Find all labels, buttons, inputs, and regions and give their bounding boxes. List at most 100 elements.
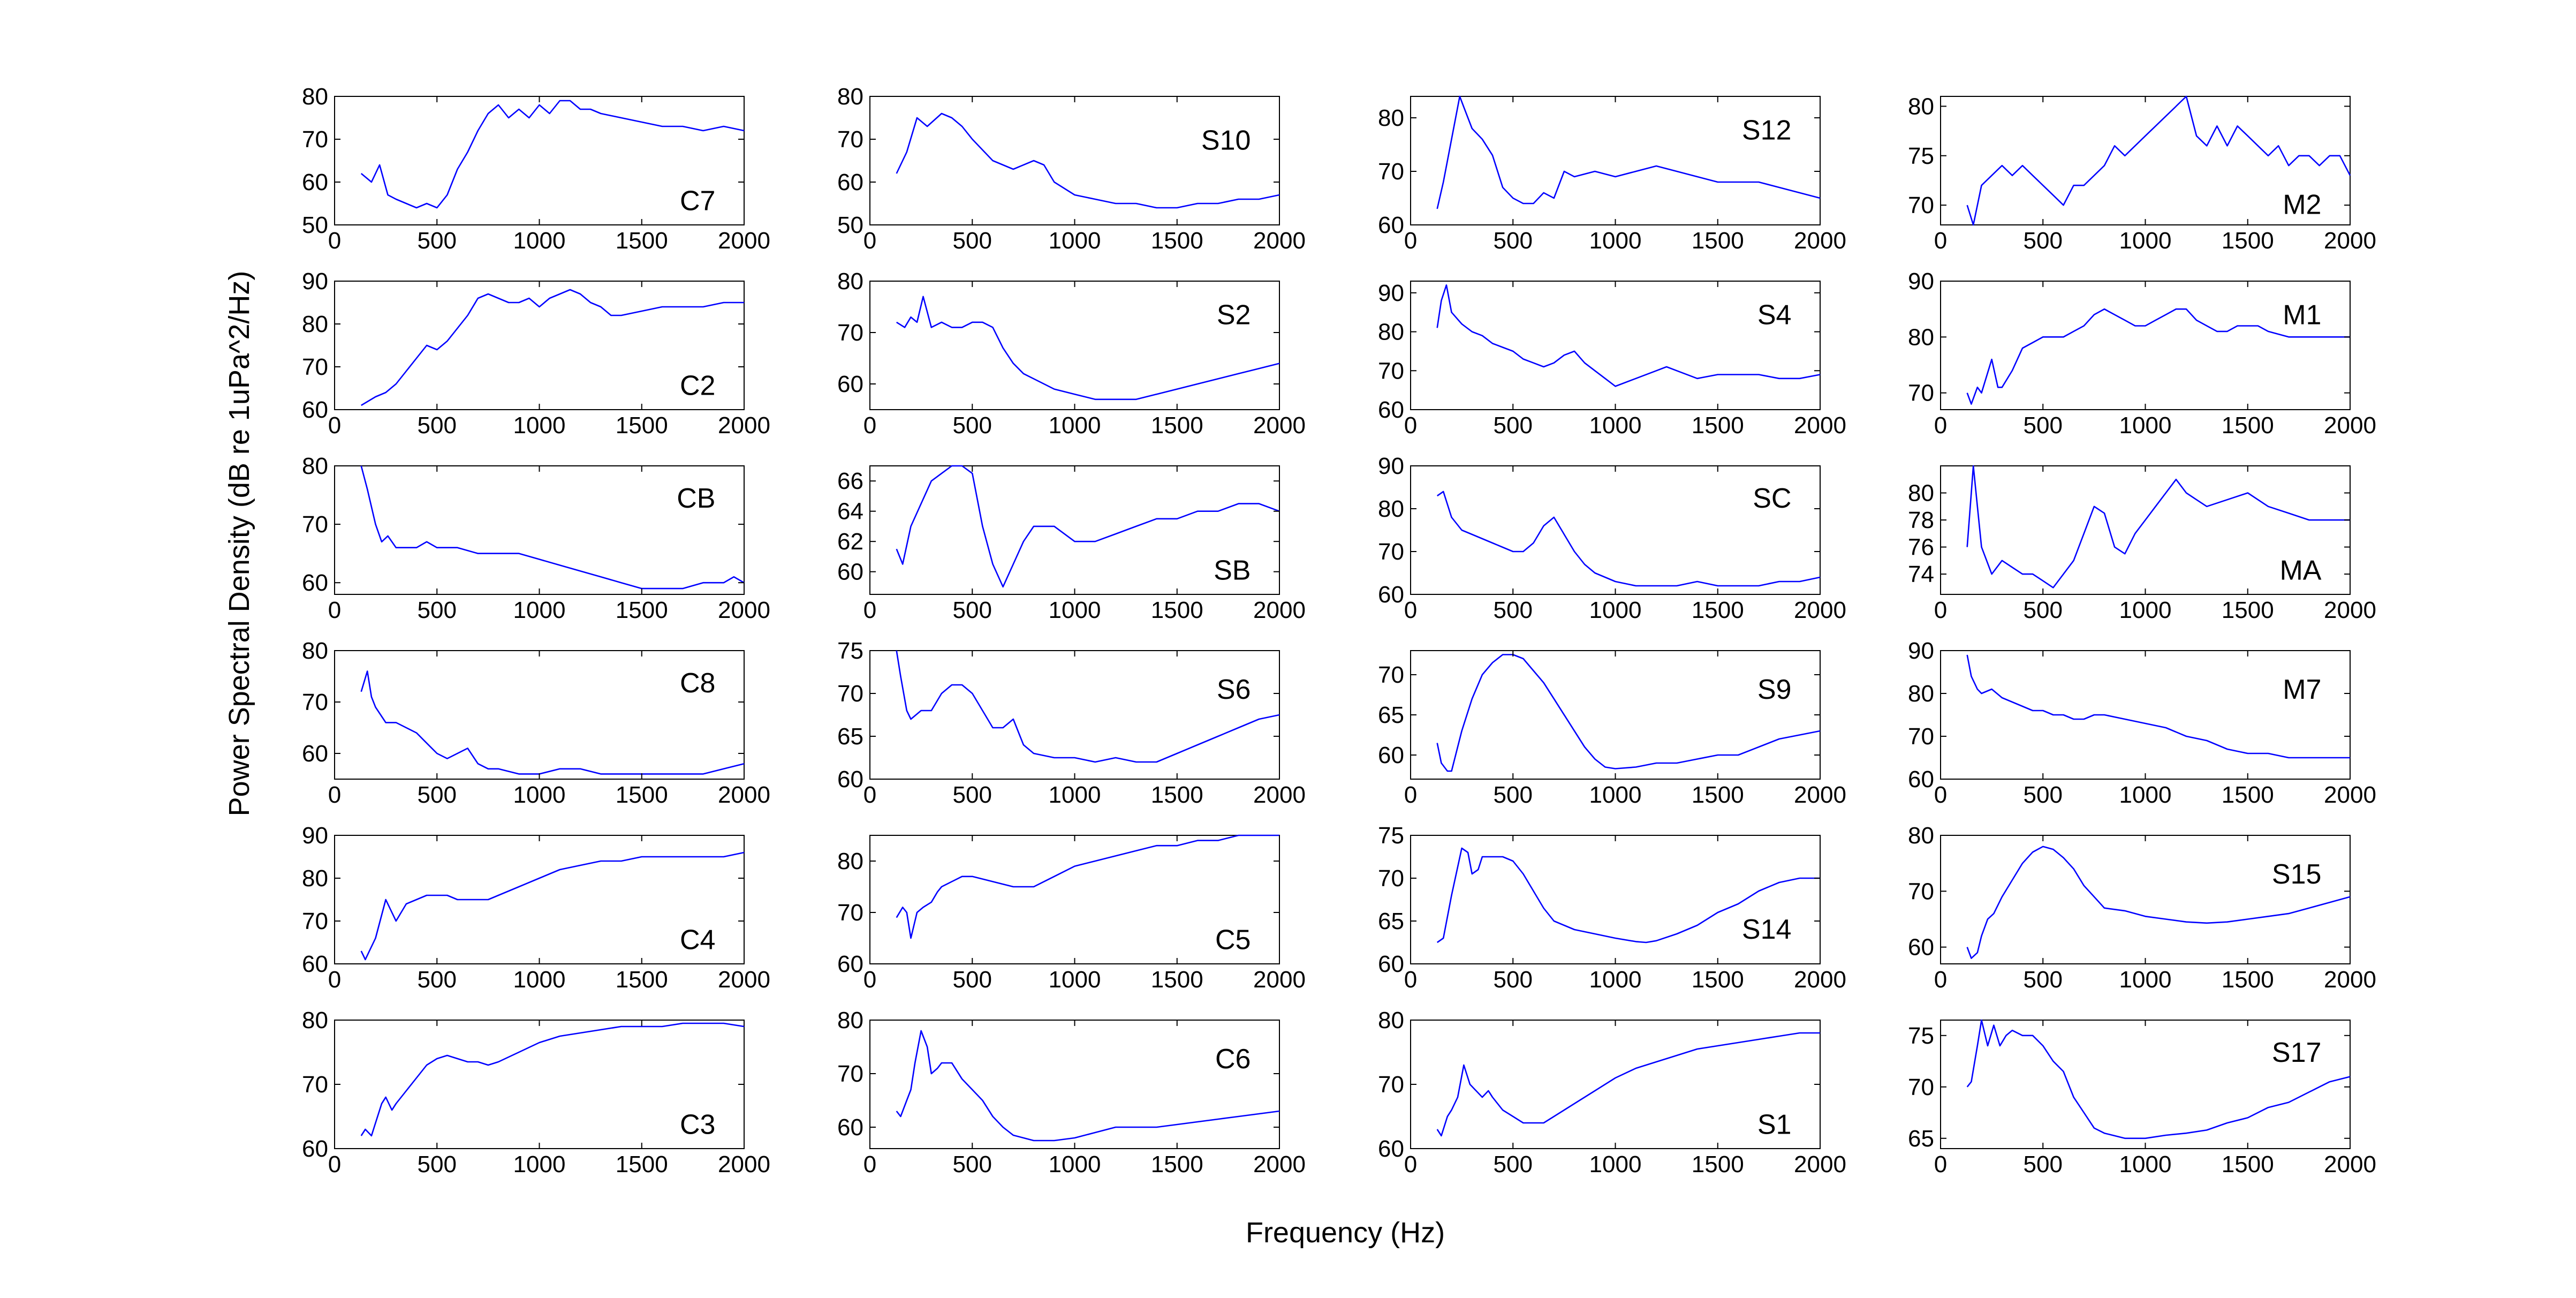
x-tick-label: 2000: [718, 1151, 770, 1178]
x-tick-label: 500: [2024, 967, 2063, 993]
panel-label: S2: [1217, 299, 1251, 330]
x-tick-label: 2000: [2324, 412, 2376, 439]
psd-line-c5: [896, 834, 1279, 939]
psd-line-sc: [1436, 490, 1821, 587]
x-tick-label: 500: [418, 228, 457, 254]
x-tick-label: 0: [328, 782, 341, 808]
x-tick-label: 1000: [2119, 228, 2172, 254]
panel-sc: 0 500 1000 1500 2000 60 70 80 90 SC: [1378, 453, 1846, 623]
y-tick-label: 70: [302, 126, 328, 153]
x-tick-label: 500: [953, 597, 992, 623]
psd-line-c8: [360, 670, 745, 775]
x-tick-label: 1500: [1151, 412, 1203, 439]
y-tick-label: 70: [1378, 358, 1404, 384]
x-tick-label: 1500: [616, 412, 668, 439]
psd-line-s9: [1436, 654, 1821, 772]
x-tick-label: 0: [863, 228, 876, 254]
y-tick-label: 60: [837, 169, 863, 195]
panel-label: M7: [2283, 674, 2321, 705]
x-tick-label: 0: [863, 597, 876, 623]
panel-m7: 0 500 1000 1500 2000 60 70 80 90 M7: [1908, 638, 2376, 808]
panel-s9: 0 500 1000 1500 2000 60 65 70 S9: [1378, 650, 1846, 808]
y-tick-label: 78: [1908, 507, 1934, 533]
x-tick-label: 1500: [2222, 1151, 2274, 1178]
psd-line-ma: [1966, 465, 2350, 588]
plot-frame: [1410, 835, 1821, 964]
x-tick-label: 500: [2024, 1151, 2063, 1178]
y-tick-label: 80: [1908, 480, 1934, 507]
panel-s4: 0 500 1000 1500 2000 60 70 80 90 S4: [1378, 280, 1846, 439]
psd-line-m1: [1966, 308, 2350, 405]
x-tick-label: 1500: [616, 782, 668, 808]
panel-label: S1: [1757, 1109, 1792, 1140]
x-tick-label: 0: [863, 1151, 876, 1178]
panel-label: CB: [677, 483, 715, 514]
x-tick-label: 2000: [2324, 1151, 2376, 1178]
x-tick-label: 2000: [718, 967, 770, 993]
panel-label: SC: [1753, 483, 1791, 514]
psd-line-s1: [1436, 1032, 1820, 1137]
y-tick-label: 70: [1908, 380, 1934, 406]
x-tick-label: 1500: [2222, 228, 2274, 254]
x-tick-label: 0: [1934, 967, 1947, 993]
y-tick-label: 90: [302, 268, 328, 295]
x-tick-label: 0: [1934, 597, 1947, 623]
panel-s15: 0 500 1000 1500 2000 60 70 80 S15: [1908, 822, 2376, 993]
panel-label: S10: [1201, 125, 1251, 156]
plot-frame: [1940, 835, 2351, 964]
x-tick-label: 1000: [2119, 967, 2172, 993]
plot-frame: [869, 96, 1280, 225]
y-tick-label: 60: [302, 1136, 328, 1162]
panel-label: M2: [2283, 190, 2321, 221]
y-tick-label: 80: [302, 311, 328, 337]
x-tick-label: 0: [328, 597, 341, 623]
y-tick-label: 70: [1908, 1074, 1934, 1100]
plot-frame: [334, 650, 745, 780]
x-tick-label: 2000: [1794, 1151, 1846, 1178]
x-tick-label: 1000: [2119, 782, 2172, 808]
plot-frame: [1410, 281, 1821, 410]
x-tick-label: 1500: [1692, 967, 1744, 993]
panel-c4: 0 500 1000 1500 2000 60 70 80 90 C4: [302, 822, 770, 993]
x-tick-label: 2000: [1794, 967, 1846, 993]
psd-line-sb: [896, 465, 1280, 588]
x-tick-label: 500: [1494, 228, 1533, 254]
x-tick-label: 2000: [1253, 597, 1306, 623]
x-tick-label: 2000: [718, 597, 770, 623]
panel-s2: 0 500 1000 1500 2000 60 70 80 S2: [837, 268, 1306, 439]
y-tick-label: 60: [302, 951, 328, 977]
x-tick-label: 1500: [616, 1151, 668, 1178]
y-tick-label: 80: [1908, 822, 1934, 849]
psd-line-cb: [360, 465, 745, 590]
y-tick-label: 60: [1378, 951, 1404, 977]
panel-s17: 0 500 1000 1500 2000 65 70 75 S17: [1908, 1019, 2376, 1178]
y-tick-label: 60: [1378, 397, 1404, 423]
x-tick-label: 2000: [718, 782, 770, 808]
y-tick-label: 60: [837, 766, 863, 793]
x-tick-label: 1000: [1589, 597, 1642, 623]
psd-line-s15: [1966, 846, 2351, 959]
panel-s10: 0 500 1000 1500 2000 50 60 70 80 S10: [837, 84, 1306, 254]
plot-frame: [869, 835, 1280, 964]
psd-line-s10: [896, 112, 1280, 209]
y-tick-label: 70: [1378, 539, 1404, 565]
x-tick-label: 1500: [1692, 412, 1744, 439]
x-tick-label: 0: [328, 412, 341, 439]
panel-label: C6: [1215, 1044, 1251, 1075]
panel-label: M1: [2283, 299, 2321, 330]
psd-line-c7: [360, 100, 745, 209]
x-tick-label: 500: [1494, 1151, 1533, 1178]
y-tick-label: 80: [302, 865, 328, 892]
x-tick-label: 500: [2024, 782, 2063, 808]
y-tick-label: 64: [837, 499, 863, 525]
x-tick-label: 1500: [2222, 412, 2274, 439]
plot-frame: [1940, 96, 2351, 225]
panel-c7: 0 500 1000 1500 2000 50 60 70 80 C7: [302, 84, 770, 254]
x-tick-label: 1000: [1589, 228, 1642, 254]
panel-label: MA: [2279, 555, 2321, 586]
x-tick-label: 1000: [2119, 597, 2172, 623]
y-tick-label: 70: [302, 689, 328, 715]
y-tick-label: 70: [837, 1061, 863, 1087]
